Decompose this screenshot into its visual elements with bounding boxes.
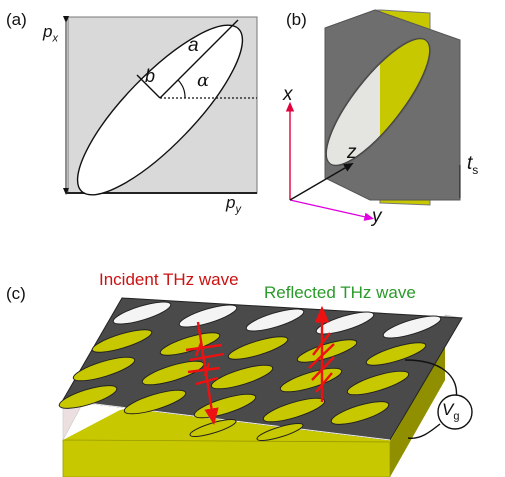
thickness-label: ts [467, 153, 479, 177]
semi-major-line [159, 19, 239, 99]
semi-minor-line [136, 74, 161, 99]
angle-arc [177, 79, 186, 99]
y-axis-label: y [372, 206, 382, 227]
panel-b-label: (b) [286, 10, 307, 29]
reflected-wave [308, 305, 335, 402]
elliptical-hole [76, 24, 244, 196]
incident-wave-label: Incident THz wave [99, 270, 239, 289]
semi-major-label: a [188, 35, 199, 56]
z-axis-arrow [289, 162, 354, 201]
reflected-wave-label: Reflected THz wave [264, 283, 416, 302]
incident-wave [185, 321, 225, 426]
gate-voltage-label: Vg [442, 400, 460, 423]
px-label: px [43, 22, 58, 45]
y-axis-arrow [289, 199, 375, 221]
x-axis-label: x [283, 84, 293, 105]
z-axis-label: z [347, 142, 357, 163]
py-label: py [226, 193, 241, 216]
gate-voltage-source [437, 394, 473, 430]
gate-wire [404, 359, 458, 439]
panel-a-label: (a) [6, 10, 27, 29]
substrate-front-face [62, 439, 391, 477]
panel-c-label: (c) [6, 284, 26, 303]
angle-label: α [197, 70, 210, 91]
semi-minor-label: b [145, 66, 156, 86]
substrate-side-face [390, 345, 445, 477]
